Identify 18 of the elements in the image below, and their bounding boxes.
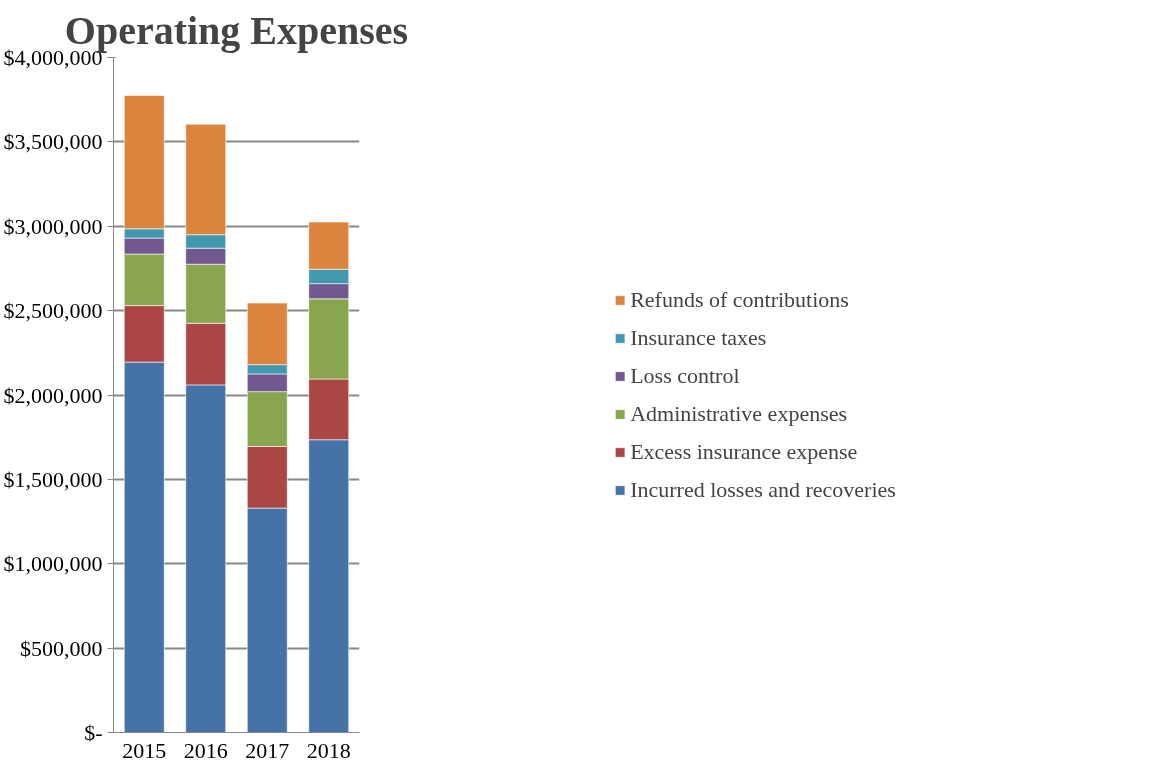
- y-tick-label: $-: [84, 720, 103, 745]
- legend-label: Incurred losses and recoveries: [630, 476, 896, 503]
- y-tick-label: $2,000,000: [3, 382, 103, 408]
- x-tick-label: 2018: [306, 737, 351, 763]
- legend-label: Administrative expenses: [630, 400, 848, 427]
- y-tick-label: $500,000: [20, 635, 103, 661]
- legend-label: Refunds of contributions: [630, 286, 849, 313]
- x-tick-label: 2017: [245, 737, 290, 763]
- legend-label: Insurance taxes: [630, 324, 767, 351]
- y-tick-label: $3,500,000: [3, 129, 103, 155]
- x-tick-label: 2015: [122, 737, 167, 763]
- y-tick-label: $1,000,000: [3, 551, 103, 577]
- x-tick-label: 2016: [183, 737, 228, 763]
- y-tick-label: $1,500,000: [3, 466, 103, 492]
- y-tick-label: $3,000,000: [3, 213, 103, 239]
- legend-label: Excess insurance expense: [630, 438, 858, 465]
- legend-label: Loss control: [630, 362, 740, 389]
- y-tick-label: $2,500,000: [3, 298, 103, 324]
